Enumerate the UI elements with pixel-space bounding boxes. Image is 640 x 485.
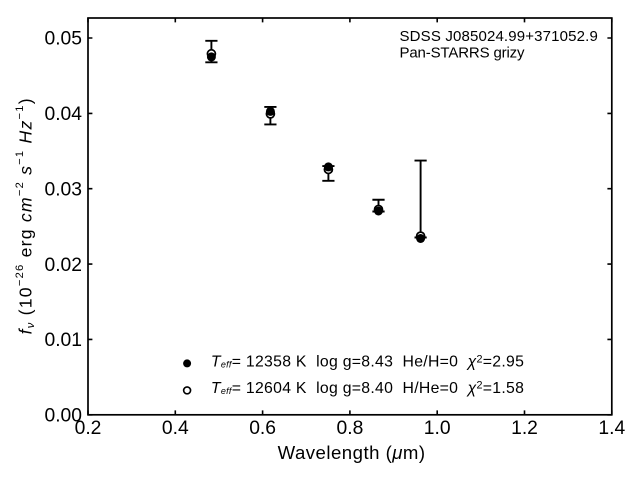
svg-text:fν (10−26 erg cm−2 s−1 Hz−1): fν (10−26 erg cm−2 s−1 Hz−1)	[14, 98, 37, 334]
svg-text:Pan-STARRS grizy: Pan-STARRS grizy	[400, 45, 526, 62]
svg-text:0.8: 0.8	[336, 418, 363, 439]
svg-text:0.00: 0.00	[44, 406, 82, 427]
svg-text:0.03: 0.03	[44, 179, 82, 200]
svg-text:0.04: 0.04	[44, 104, 82, 125]
svg-text:Teff= 12358 K log g=8.43 He/: Teff= 12358 K log g=8.43 He/H=0 χ2=2.95	[211, 353, 524, 370]
svg-text:Wavelength (μm): Wavelength (μm)	[278, 442, 426, 463]
svg-text:0.4: 0.4	[162, 418, 189, 439]
svg-text:0.2: 0.2	[75, 418, 102, 439]
svg-text:Teff= 12604 K log g=8.40 H/H: Teff= 12604 K log g=8.40 H/He=0 χ2=1.58	[211, 380, 524, 397]
svg-text:SDSS J085024.99+371052.9: SDSS J085024.99+371052.9	[400, 28, 598, 45]
svg-text:1.0: 1.0	[424, 418, 451, 439]
svg-text:0.6: 0.6	[249, 418, 276, 439]
svg-text:1.4: 1.4	[598, 418, 625, 439]
svg-text:0.05: 0.05	[44, 29, 82, 50]
svg-text:1.2: 1.2	[511, 418, 538, 439]
svg-text:0.02: 0.02	[44, 255, 82, 276]
svg-text:0.01: 0.01	[44, 330, 82, 351]
